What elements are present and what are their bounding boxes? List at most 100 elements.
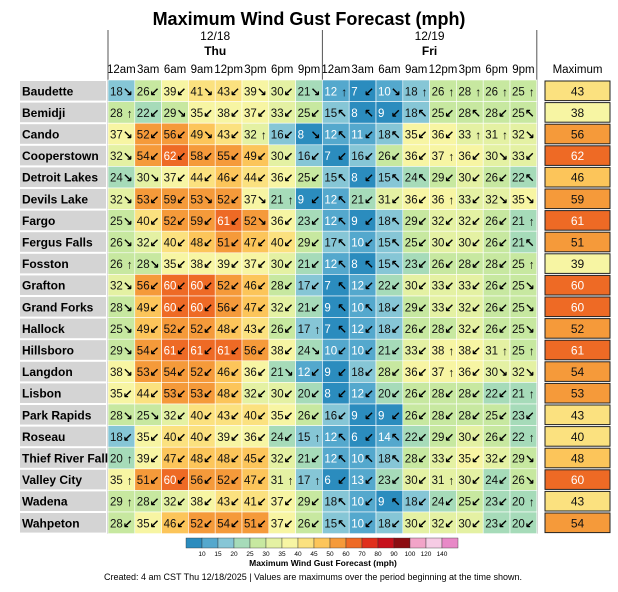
location-label: Fargo (22, 214, 55, 228)
wind-direction-arrow: ↙ (525, 409, 535, 423)
gust-value-label: 53 (137, 367, 150, 379)
gust-value-label: 22 (485, 389, 498, 401)
gust-value-label: 28 (432, 410, 445, 422)
time-label: 9am (191, 64, 213, 76)
gust-value-label: 52 (217, 475, 230, 487)
wind-direction-arrow: ↙ (418, 128, 428, 142)
wind-direction-arrow: ↙ (471, 366, 481, 380)
gust-value-label: 20 (512, 518, 525, 530)
gust-value-label: 47 (164, 454, 177, 466)
gust-value-label: 61 (164, 346, 177, 358)
gust-value-label: 10 (378, 86, 391, 98)
gust-value-label: 29 (298, 497, 311, 509)
gust-value-label: 60 (164, 281, 177, 293)
max-cell (544, 404, 611, 426)
time-label: 6am (378, 64, 400, 76)
location-label-bg (20, 145, 106, 166)
maximum-column: 43 38 56 62 46 59 61 51 39 60 60 52 61 54 53 43 40 48 60 43… (544, 80, 611, 534)
wind-direction-arrow: ↙ (444, 430, 454, 444)
gust-value-label: 30 (458, 173, 471, 185)
wind-direction-arrow: ↙ (230, 85, 240, 99)
wind-direction-arrow: ↘ (310, 128, 320, 142)
max-cell (544, 123, 611, 145)
wind-direction-arrow: ↙ (444, 387, 454, 401)
wind-direction-arrow: ↙ (444, 171, 454, 185)
wind-direction-arrow: ↙ (284, 85, 294, 99)
wind-direction-arrow: ↙ (310, 193, 320, 207)
wind-direction-arrow: ↘ (150, 171, 160, 185)
gust-value-label: 26 (137, 86, 150, 98)
wind-direction-arrow: ↖ (364, 301, 374, 315)
gust-value-label: 28 (458, 108, 471, 120)
max-value-label: 60 (571, 279, 585, 293)
gust-value-label: 52 (137, 130, 150, 142)
gust-value-label: 24 (485, 475, 498, 487)
gust-value-label: 46 (217, 367, 230, 379)
colorbar-tick-label: 40 (294, 551, 302, 558)
colorbar-segment (441, 537, 459, 549)
wind-direction-arrow: ↙ (284, 409, 294, 423)
wind-direction-arrow: ↙ (498, 517, 508, 531)
gust-value-label: 36 (244, 367, 257, 379)
wind-direction-arrow: ↙ (150, 236, 160, 250)
gust-value-label: 32 (485, 454, 498, 466)
wind-direction-arrow: ↙ (391, 322, 401, 336)
wind-direction-arrow: ↙ (203, 517, 213, 531)
wind-direction-arrow: ↙ (337, 344, 347, 358)
max-value-label: 56 (571, 128, 585, 142)
gust-value-label: 32 (271, 454, 284, 466)
gust-value-label: 26 (432, 86, 445, 98)
wind-direction-arrow: ↙ (310, 409, 320, 423)
wind-direction-arrow: ↙ (203, 258, 213, 272)
wind-direction-arrow: ↙ (364, 214, 374, 228)
time-label: 6am (164, 64, 186, 76)
gust-value-label: 40 (164, 432, 177, 444)
wind-direction-arrow: ↑ (261, 128, 267, 142)
max-cell (544, 382, 611, 404)
wind-direction-arrow: ↘ (257, 193, 267, 207)
wind-direction-arrow: ↙ (310, 387, 320, 401)
wind-direction-arrow: ↙ (310, 236, 320, 250)
gust-value-label: 12 (324, 86, 337, 98)
max-value-label: 61 (571, 344, 585, 358)
colorbar-tick-label: 15 (214, 551, 222, 558)
gust-value-label: 25 (298, 108, 311, 120)
gust-value-label: 14 (378, 432, 391, 444)
wind-direction-arrow: ↑ (502, 344, 508, 358)
wind-direction-arrow: ↙ (310, 301, 320, 315)
gust-value-label: 28 (378, 367, 391, 379)
gust-value-label: 48 (190, 454, 203, 466)
wind-direction-arrow: ↘ (203, 193, 213, 207)
gust-value-label: 32 (458, 324, 471, 336)
gust-value-label: 32 (110, 151, 123, 163)
gust-value-label: 53 (190, 389, 203, 401)
gust-value-label: 30 (271, 151, 284, 163)
gust-value-label: 31 (432, 475, 445, 487)
wind-direction-arrow: ↙ (418, 236, 428, 250)
day-date-label: 12/19 (415, 29, 445, 43)
wind-direction-arrow: ↘ (123, 128, 133, 142)
gust-value-label: 26 (485, 281, 498, 293)
gust-value-label: 38 (458, 346, 471, 358)
wind-direction-arrow: ↙ (150, 517, 160, 531)
wind-direction-arrow: ↙ (176, 387, 186, 401)
gust-value-label: 55 (217, 151, 230, 163)
gust-value-label: 56 (244, 346, 257, 358)
gust-value-label: 29 (164, 108, 177, 120)
gust-value-label: 7 (324, 151, 330, 163)
wind-direction-arrow: ↙ (203, 495, 213, 509)
location-label-bg (20, 102, 106, 123)
wind-direction-arrow: ↑ (127, 474, 133, 488)
gust-value-label: 46 (164, 518, 177, 530)
gust-value-label: 33 (432, 302, 445, 314)
gust-value-label: 31 (271, 475, 284, 487)
gust-value-label: 60 (164, 475, 177, 487)
wind-direction-arrow: ↙ (284, 279, 294, 293)
gust-value-label: 35 (512, 194, 525, 206)
wind-direction-arrow: ↙ (471, 150, 481, 164)
location-label: Park Rapids (22, 408, 92, 422)
gust-value-label: 10 (351, 497, 364, 509)
gust-value-label: 30 (405, 281, 418, 293)
wind-direction-arrow: ↘ (525, 366, 535, 380)
wind-direction-arrow: ↑ (475, 128, 481, 142)
